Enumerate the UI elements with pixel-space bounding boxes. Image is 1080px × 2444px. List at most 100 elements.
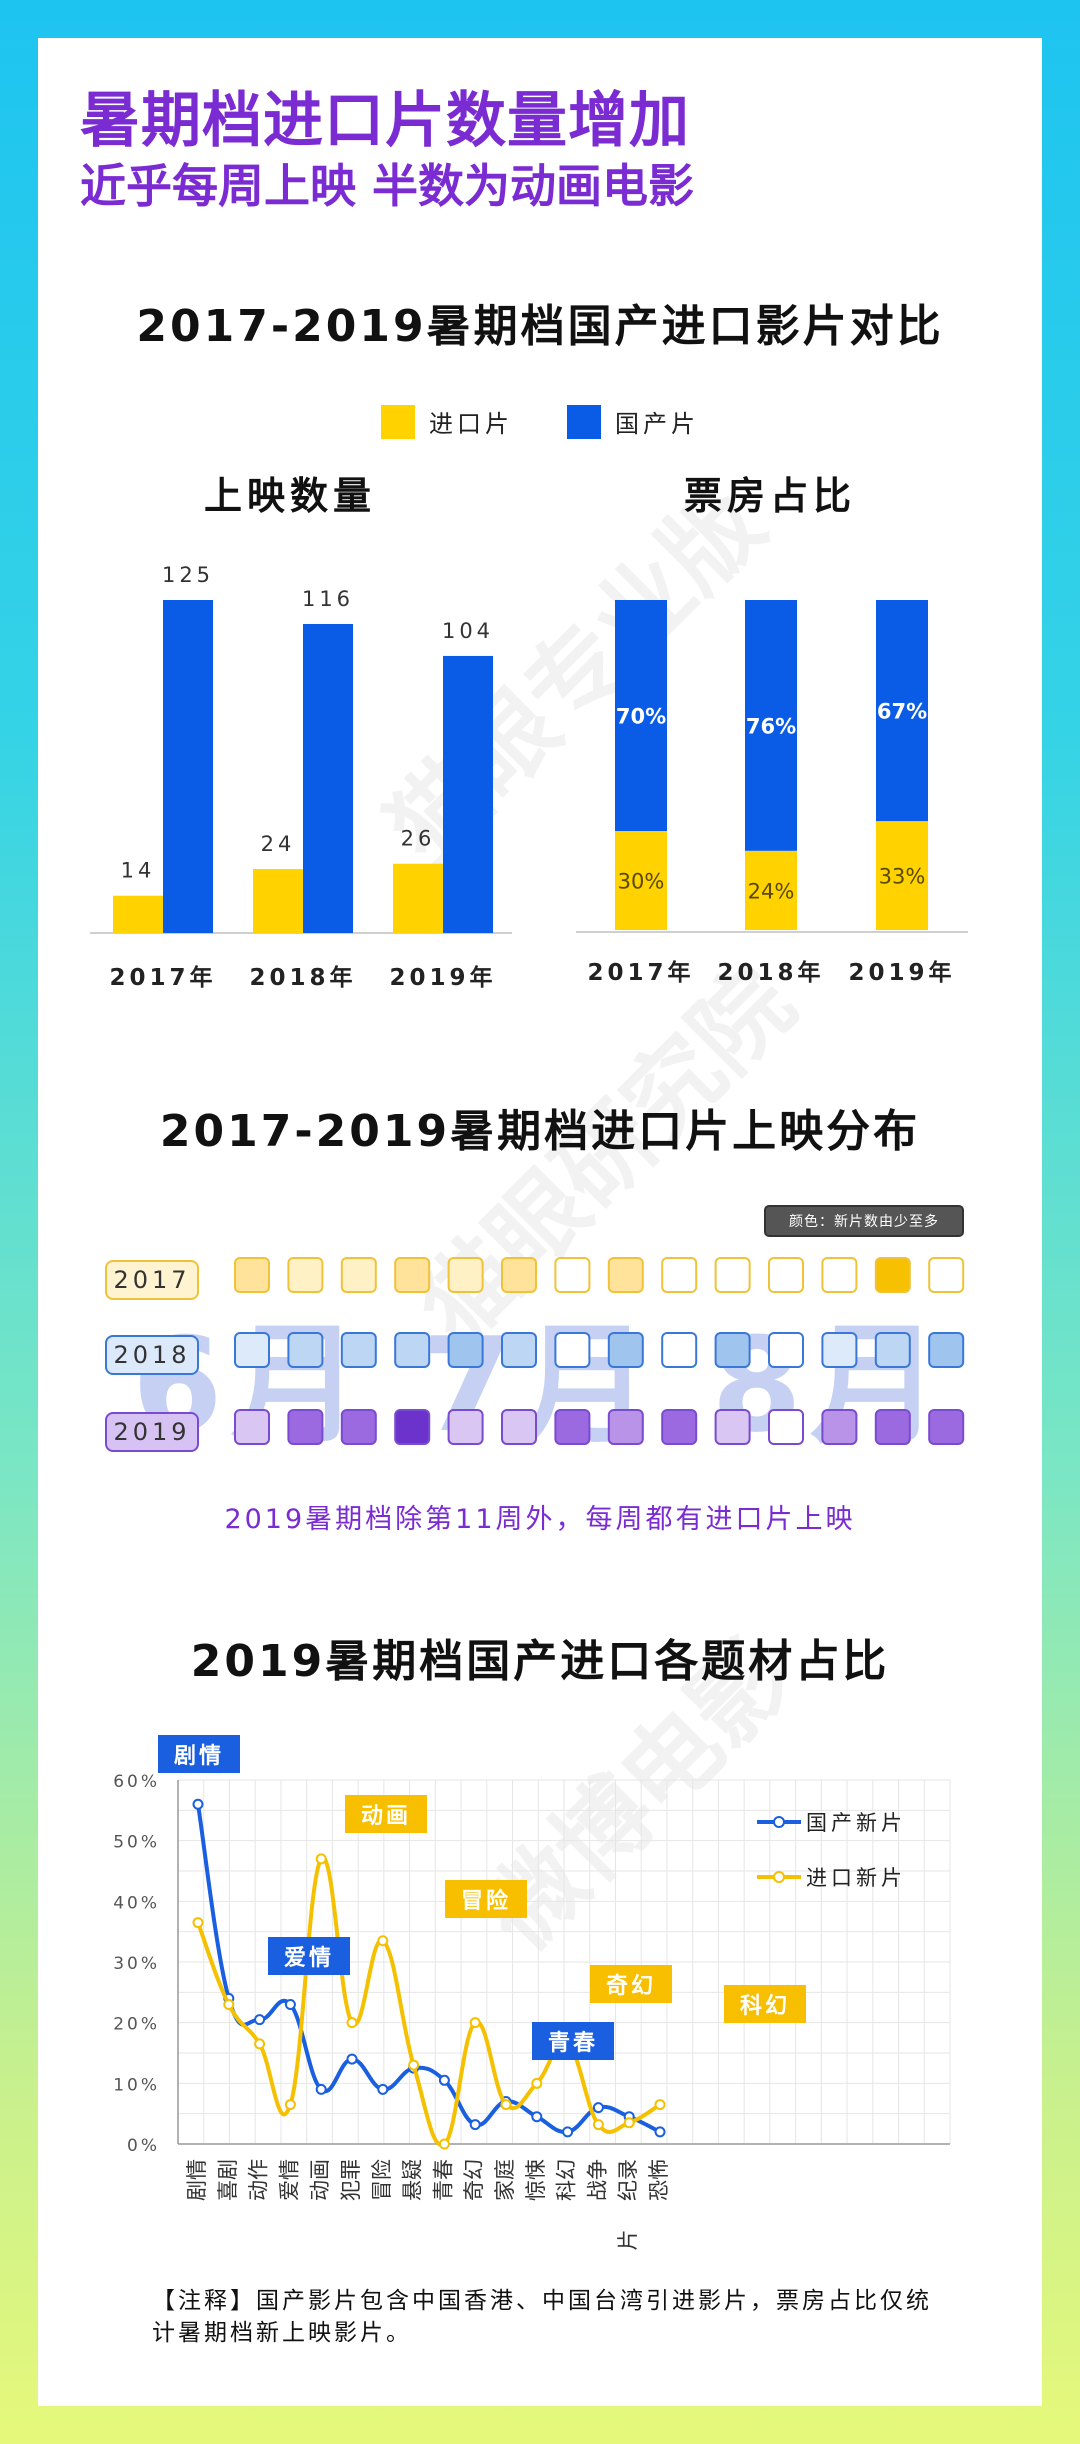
row-label-2017: 2017 xyxy=(105,1260,199,1300)
legend-label-domestic: 国产片 xyxy=(615,410,699,438)
point-国产新片-战争 xyxy=(592,2102,604,2114)
share-domestic-2018年 xyxy=(745,600,797,851)
share-label-domestic-2017年: 70% xyxy=(616,705,666,729)
x-tick-label-家庭: 家庭 xyxy=(493,2159,517,2201)
subheadline: 近乎每周上映 半数为动画电影 xyxy=(80,159,695,213)
heat-cell-2018-week-9 xyxy=(661,1332,698,1368)
line-legend-marker-国产新片 xyxy=(773,1816,785,1828)
x-tick-label-喜剧: 喜剧 xyxy=(216,2159,240,2201)
point-进口新片-动作 xyxy=(254,2038,266,2050)
share-imported-2018年 xyxy=(745,850,797,930)
heat-cell-2018-week-4 xyxy=(394,1332,431,1368)
heat-cell-2017-week-12 xyxy=(821,1257,858,1293)
heat-cell-2018-week-12 xyxy=(821,1332,858,1368)
point-国产新片-奇幻 xyxy=(469,2119,481,2131)
x-tick-label-恐怖: 恐怖 xyxy=(647,2159,671,2201)
chart-title-box-office-share: 票房占比 xyxy=(683,474,856,518)
x-tick-label-惊悚: 惊悚 xyxy=(524,2159,548,2201)
share-x-label-2018年: 2018年 xyxy=(717,959,824,986)
x-tick-label-剧情: 剧情 xyxy=(185,2159,209,2201)
heat-cell-2018-week-10 xyxy=(714,1332,751,1368)
footnote: 【注释】国产影片包含中国香港、中国台湾引进影片，票房占比仅统计暑期档新上映影片。 xyxy=(152,2288,932,2346)
section-title-distribution: 2017-2019暑期档进口片上映分布 xyxy=(159,1106,921,1157)
heat-cell-2017-week-5 xyxy=(447,1257,484,1293)
line-legend-marker-进口新片 xyxy=(773,1871,785,1883)
label-imported-2018年: 24 xyxy=(261,832,296,856)
point-进口新片-爱情 xyxy=(284,2099,296,2111)
line-legend-label-国产新片: 国产新片 xyxy=(806,1811,906,1835)
y-tick-label: 50% xyxy=(113,1833,160,1853)
legend-item-imported: 进口片 xyxy=(381,404,513,439)
heat-cell-2019-week-7 xyxy=(554,1409,591,1445)
x-label-2017年: 2017年 xyxy=(109,964,216,991)
share-label-domestic-2019年: 67% xyxy=(877,700,927,724)
point-进口新片-纪录片 xyxy=(623,2117,635,2129)
x-tick-label-纪录片: 纪录 xyxy=(616,2159,640,2201)
share-label-domestic-2018年: 76% xyxy=(746,714,796,738)
heat-cell-2017-week-2 xyxy=(287,1257,324,1293)
y-tick-label: 40% xyxy=(113,1893,160,1913)
annotation-drama: 剧情 xyxy=(158,1735,241,1773)
x-label-2018年: 2018年 xyxy=(249,964,356,991)
share-x-label-2017年: 2017年 xyxy=(587,959,694,986)
heat-cell-2018-week-1 xyxy=(234,1332,270,1368)
y-tick-label: 30% xyxy=(113,1954,160,1974)
label-domestic-2017年: 125 xyxy=(162,563,214,587)
label-domestic-2018年: 116 xyxy=(302,587,354,611)
x-tick-label-动画: 动画 xyxy=(308,2159,332,2201)
label-imported-2019年: 26 xyxy=(401,827,436,851)
share-imported-2019年 xyxy=(876,821,928,930)
annotation-youth: 青春 xyxy=(532,2022,615,2060)
heat-cell-2017-week-14 xyxy=(928,1257,965,1293)
annotation-adventure: 冒险 xyxy=(445,1880,528,1918)
point-进口新片-冒险 xyxy=(377,1935,389,1947)
heat-cell-2018-week-11 xyxy=(768,1332,804,1368)
genre-line-chart: 0%10%20%30%40%50%60%剧情 喜剧 动作 爱情 动画 犯罪 冒险 悬疑 青春 奇幻… xyxy=(113,1772,951,2251)
point-进口新片-家庭 xyxy=(500,2099,512,2111)
point-国产新片-恐怖 xyxy=(654,2126,666,2138)
x-tick-label-科幻: 科幻 xyxy=(555,2159,579,2201)
x-tick-label-悬疑: 悬疑 xyxy=(401,2159,425,2201)
heat-cell-2017-week-3 xyxy=(340,1257,377,1293)
release-count-chart: 14 125 2017年 24 116 2018年 26 104 2019年 xyxy=(90,563,512,991)
y-tick-label: 60% xyxy=(113,1772,160,1792)
legend-label-imported: 进口片 xyxy=(429,410,513,438)
share-domestic-2019年 xyxy=(876,600,928,822)
share-imported-2017年 xyxy=(615,831,667,930)
heat-cell-2018-week-13 xyxy=(874,1332,911,1368)
annotation-animation: 动画 xyxy=(345,1795,428,1833)
heat-cell-2019-week-14 xyxy=(928,1409,965,1445)
point-国产新片-犯罪 xyxy=(346,2053,358,2065)
point-进口新片-惊悚 xyxy=(531,2077,543,2089)
heat-cell-2019-week-3 xyxy=(340,1409,377,1445)
chart-title-release-count: 上映数量 xyxy=(203,474,376,518)
heat-cell-2017-week-7 xyxy=(554,1257,591,1293)
share-label-imported-2017年: 30% xyxy=(618,870,665,894)
point-进口新片-悬疑 xyxy=(408,2059,420,2071)
row-label-2018: 2018 xyxy=(105,1335,199,1375)
point-进口新片-奇幻 xyxy=(469,2017,481,2029)
x-tick-label-纪录片: 片 xyxy=(616,2230,640,2251)
legend-item-domestic: 国产片 xyxy=(567,404,699,439)
legend-swatch-imported xyxy=(381,404,415,439)
heatmap-caption: 2019暑期档除第11周外，每周都有进口片上映 xyxy=(224,1504,856,1535)
heat-cell-2019-week-2 xyxy=(287,1409,324,1445)
y-tick-label: 20% xyxy=(113,2015,160,2035)
point-国产新片-剧情 xyxy=(192,1798,204,1810)
weekly-heatmap xyxy=(234,1257,965,1445)
x-tick-label-青春: 青春 xyxy=(431,2159,455,2201)
heatmap-color-note: 颜色：新片数由少至多 xyxy=(764,1205,964,1237)
point-进口新片-战争 xyxy=(592,2119,604,2131)
y-tick-label: 0% xyxy=(127,2136,160,2156)
heat-cell-2018-week-6 xyxy=(501,1332,537,1368)
legend-swatch-domestic xyxy=(567,404,601,439)
section-title-genres: 2019暑期档国产进口各题材占比 xyxy=(190,1636,890,1687)
x-tick-label-冒险: 冒险 xyxy=(370,2159,394,2201)
point-进口新片-恐怖 xyxy=(654,2099,666,2111)
annotation-fantasy: 奇幻 xyxy=(590,1965,673,2003)
x-tick-label-爱情: 爱情 xyxy=(277,2159,301,2201)
point-国产新片-爱情 xyxy=(284,1998,296,2010)
heat-cell-2017-week-1 xyxy=(234,1257,270,1293)
heat-cell-2017-week-8 xyxy=(607,1257,644,1293)
heat-cell-2018-week-8 xyxy=(607,1332,644,1368)
